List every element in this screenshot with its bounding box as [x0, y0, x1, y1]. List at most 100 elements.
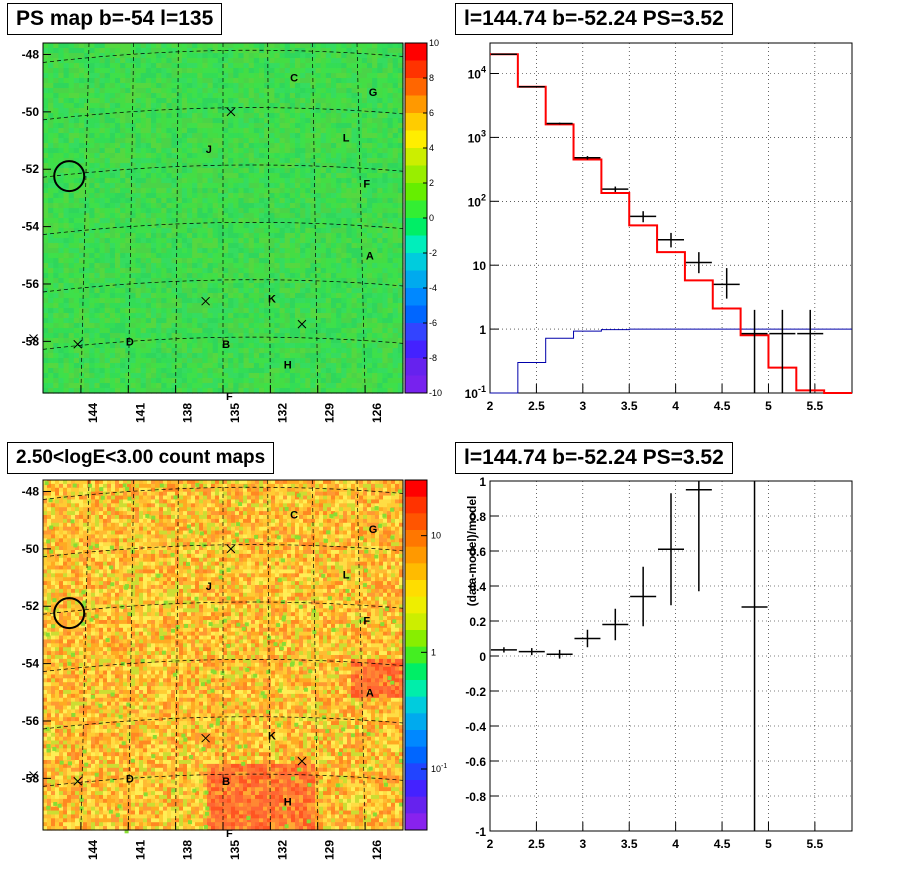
map-y-tick-label: -58 — [22, 334, 40, 348]
spectrum-x-tick-label: 2.5 — [528, 399, 545, 413]
longitude-line — [356, 42, 366, 394]
source-cross — [201, 296, 210, 306]
map-x-tick-label: 141 — [133, 403, 147, 423]
map-x-tick-label: 129 — [323, 840, 337, 860]
colorbar-bin — [405, 630, 427, 648]
colorbar-bin — [405, 680, 427, 698]
map-frame — [42, 42, 404, 394]
source-cross — [226, 544, 236, 554]
residual-x-tick-label: 5.5 — [807, 837, 824, 851]
colorbar-bin — [405, 763, 427, 781]
map-x-tick-label: 138 — [181, 403, 195, 423]
source-label: J — [206, 581, 212, 593]
map-graticule — [42, 479, 404, 831]
residual-y-tick-label: 0.8 — [469, 510, 486, 524]
latitude-line — [42, 486, 404, 500]
colorbar-bin — [405, 713, 427, 731]
source-label: B — [222, 339, 230, 351]
source-label: F — [226, 391, 233, 403]
map-x-tick-label: 129 — [323, 403, 337, 423]
colorbar-frame — [404, 479, 428, 831]
colorbar-tick-label: -2 — [429, 248, 437, 258]
spectrum-y-tick-label: 10-1 — [465, 384, 486, 401]
colorbar: 10 8 6 4 2 0 -2 -4 -6 -8 -10 — [404, 38, 442, 398]
background-model-step — [490, 328, 852, 394]
map-y-tick-label: -56 — [22, 277, 40, 291]
colorbar-bin — [405, 43, 427, 61]
latitude-line — [42, 49, 404, 63]
colorbar-bin — [405, 148, 427, 166]
longitude-line — [267, 479, 271, 831]
colorbar-bin — [405, 270, 427, 289]
source-label: J — [206, 144, 212, 156]
source-label: G — [369, 87, 378, 99]
map-y-tick-label: -50 — [22, 105, 40, 119]
colorbar-bin — [405, 340, 427, 359]
map-y-tick-label: -48 — [22, 484, 40, 498]
colorbar-bin — [405, 60, 427, 79]
longitude-line — [80, 479, 90, 831]
latitude-line — [42, 222, 404, 235]
map-x-tick-label: 132 — [275, 840, 289, 860]
residual-y-tick-label: 0 — [479, 650, 486, 664]
colorbar-tick-label: -10 — [429, 388, 442, 398]
spectrum-x-tick-label: 3.5 — [621, 399, 638, 413]
residual-y-tick-label: -0.8 — [465, 790, 486, 804]
spectrum-y-tick-label: 103 — [468, 128, 486, 145]
colorbar-bin — [405, 165, 427, 184]
source-label: H — [284, 796, 292, 808]
map-x-tick-label: 141 — [133, 840, 147, 860]
map-y-tick-label: -58 — [22, 771, 40, 785]
source-label: D — [126, 773, 134, 785]
longitude-line — [311, 479, 319, 831]
colorbar-bin — [405, 613, 427, 631]
colorbar-bin — [405, 253, 427, 271]
longitude-line — [175, 479, 179, 831]
count-map-pixels — [43, 480, 404, 834]
residual-x-tick-label: 2 — [487, 837, 494, 851]
source-label: C — [290, 72, 298, 84]
spectrum-frame — [489, 42, 853, 394]
colorbar-bin — [405, 113, 427, 131]
source-cross — [201, 733, 210, 743]
residual-y-tick-label: -0.2 — [465, 685, 486, 699]
spectrum-grid — [489, 43, 852, 393]
map-y-tick-label: -54 — [22, 220, 40, 234]
residual-y-tick-label: -0.4 — [465, 720, 486, 734]
residual-x-tick-label: 5 — [765, 837, 772, 851]
source-label: A — [366, 687, 374, 699]
residual-frame — [489, 480, 853, 832]
title-top-left: PS map b=-54 l=135 — [7, 3, 223, 35]
source-cross — [29, 334, 38, 343]
colorbar-bin — [405, 375, 427, 394]
colorbar-tick-label: -6 — [429, 318, 437, 328]
latitude-line — [42, 279, 404, 293]
source-cross — [73, 339, 83, 349]
latitude-line — [42, 164, 404, 178]
longitude-line — [267, 42, 271, 394]
longitude-line — [175, 42, 179, 394]
spectrum-y-tick-label: 1 — [479, 323, 486, 337]
source-cross — [226, 107, 236, 117]
colorbar-tick-label: 8 — [429, 73, 434, 83]
longitude-line — [80, 42, 90, 394]
latitude-line — [42, 107, 404, 121]
spectrum-x-tick-label: 3 — [579, 399, 586, 413]
source-label: H — [284, 359, 292, 371]
longitude-line — [311, 42, 319, 394]
colorbar-frame — [404, 42, 428, 394]
residual-y-tick-label: -1 — [475, 825, 486, 839]
spectrum-y-tick-label: 104 — [468, 64, 486, 81]
map-y-tick-label: -52 — [22, 162, 40, 176]
colorbar-tick-label: 0 — [429, 213, 434, 223]
source-label: C — [290, 509, 298, 521]
source-label: D — [126, 336, 134, 348]
colorbar-bin — [405, 358, 427, 376]
source-label: K — [268, 730, 276, 742]
colorbar-bin — [405, 580, 427, 598]
source-cross — [297, 319, 307, 329]
selected-source-circle — [53, 160, 86, 193]
colorbar-tick-label: 6 — [429, 108, 434, 118]
residual-y-tick-label: 0.4 — [469, 580, 486, 594]
colorbar-tick-label: 10 — [429, 38, 439, 48]
